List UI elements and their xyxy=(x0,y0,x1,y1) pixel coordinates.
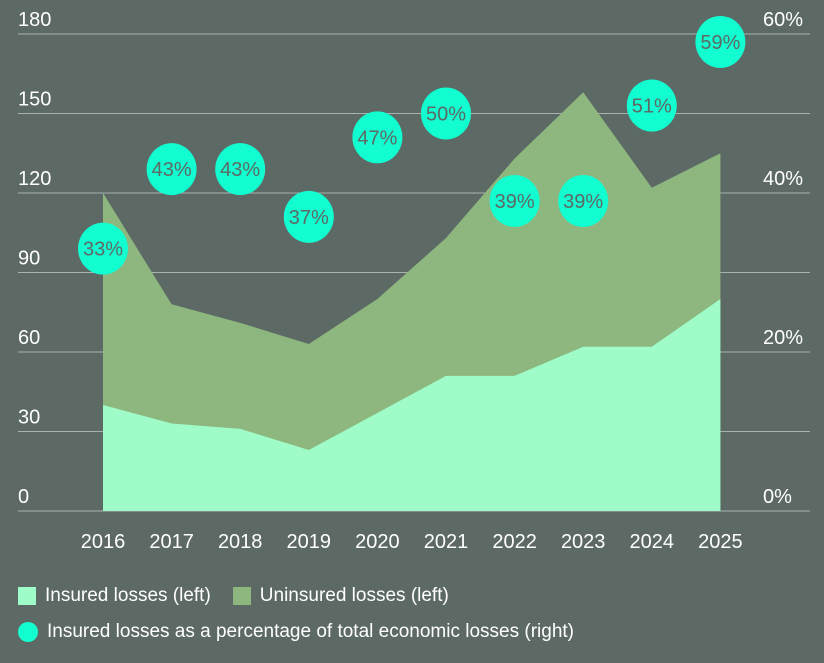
x-tick-label: 2022 xyxy=(492,531,537,553)
legend-swatch-uninsured xyxy=(232,587,251,605)
percentage-marker xyxy=(352,111,403,164)
x-tick-label: 2021 xyxy=(424,531,469,553)
legend-label-insured: Insured losses (left) xyxy=(45,585,211,606)
x-tick-label: 2025 xyxy=(698,531,743,553)
right-tick-label: 0% xyxy=(763,486,792,508)
x-tick-label: 2023 xyxy=(561,531,606,553)
x-tick-label: 2016 xyxy=(81,531,126,553)
left-tick-label: 120 xyxy=(18,168,51,190)
percentage-label: 39% xyxy=(495,191,535,213)
percentage-marker xyxy=(421,87,471,140)
percentage-marker xyxy=(626,79,677,132)
x-tick-label: 2020 xyxy=(355,531,400,553)
right-tick-label: 40% xyxy=(763,168,803,190)
percentage-label: 47% xyxy=(357,127,397,149)
percentage-label: 51% xyxy=(632,96,672,118)
percentage-marker xyxy=(489,174,540,227)
percentage-marker xyxy=(695,15,746,68)
insured-area xyxy=(103,299,721,511)
percentage-label: 59% xyxy=(700,32,740,54)
legend-row-2: Insured losses as a percentage of total … xyxy=(18,621,574,643)
legend-row-1: Insured losses (left) Uninsured losses (… xyxy=(18,585,449,607)
percentage-label: 33% xyxy=(83,239,123,261)
percentage-marker xyxy=(78,222,128,275)
left-tick-label: 60 xyxy=(18,327,40,349)
x-tick-label: 2018 xyxy=(218,531,263,553)
percentage-marker xyxy=(558,174,609,227)
percentage-label: 43% xyxy=(220,159,260,181)
percentage-label: 37% xyxy=(289,207,329,229)
x-tick-label: 2024 xyxy=(630,531,675,553)
left-tick-label: 150 xyxy=(18,89,51,111)
percentage-label: 43% xyxy=(152,159,192,181)
legend-dot-percentage xyxy=(18,622,38,642)
legend-label-uninsured: Uninsured losses (left) xyxy=(259,585,449,606)
left-tick-label: 180 xyxy=(18,9,51,31)
left-tick-label: 90 xyxy=(18,248,40,270)
right-tick-label: 60% xyxy=(763,9,803,31)
right-tick-label: 20% xyxy=(763,327,803,349)
percentage-label: 50% xyxy=(426,104,466,126)
legend-label-percentage: Insured losses as a percentage of total … xyxy=(47,621,574,642)
percentage-marker xyxy=(215,143,266,196)
left-tick-label: 0 xyxy=(18,486,29,508)
x-tick-label: 2019 xyxy=(287,531,332,553)
percentage-marker xyxy=(283,190,334,243)
left-tick-label: 30 xyxy=(18,407,40,429)
percentage-marker xyxy=(146,143,197,196)
percentage-label: 39% xyxy=(563,191,603,213)
legend-swatch-insured xyxy=(18,587,36,605)
x-tick-label: 2017 xyxy=(149,531,194,553)
